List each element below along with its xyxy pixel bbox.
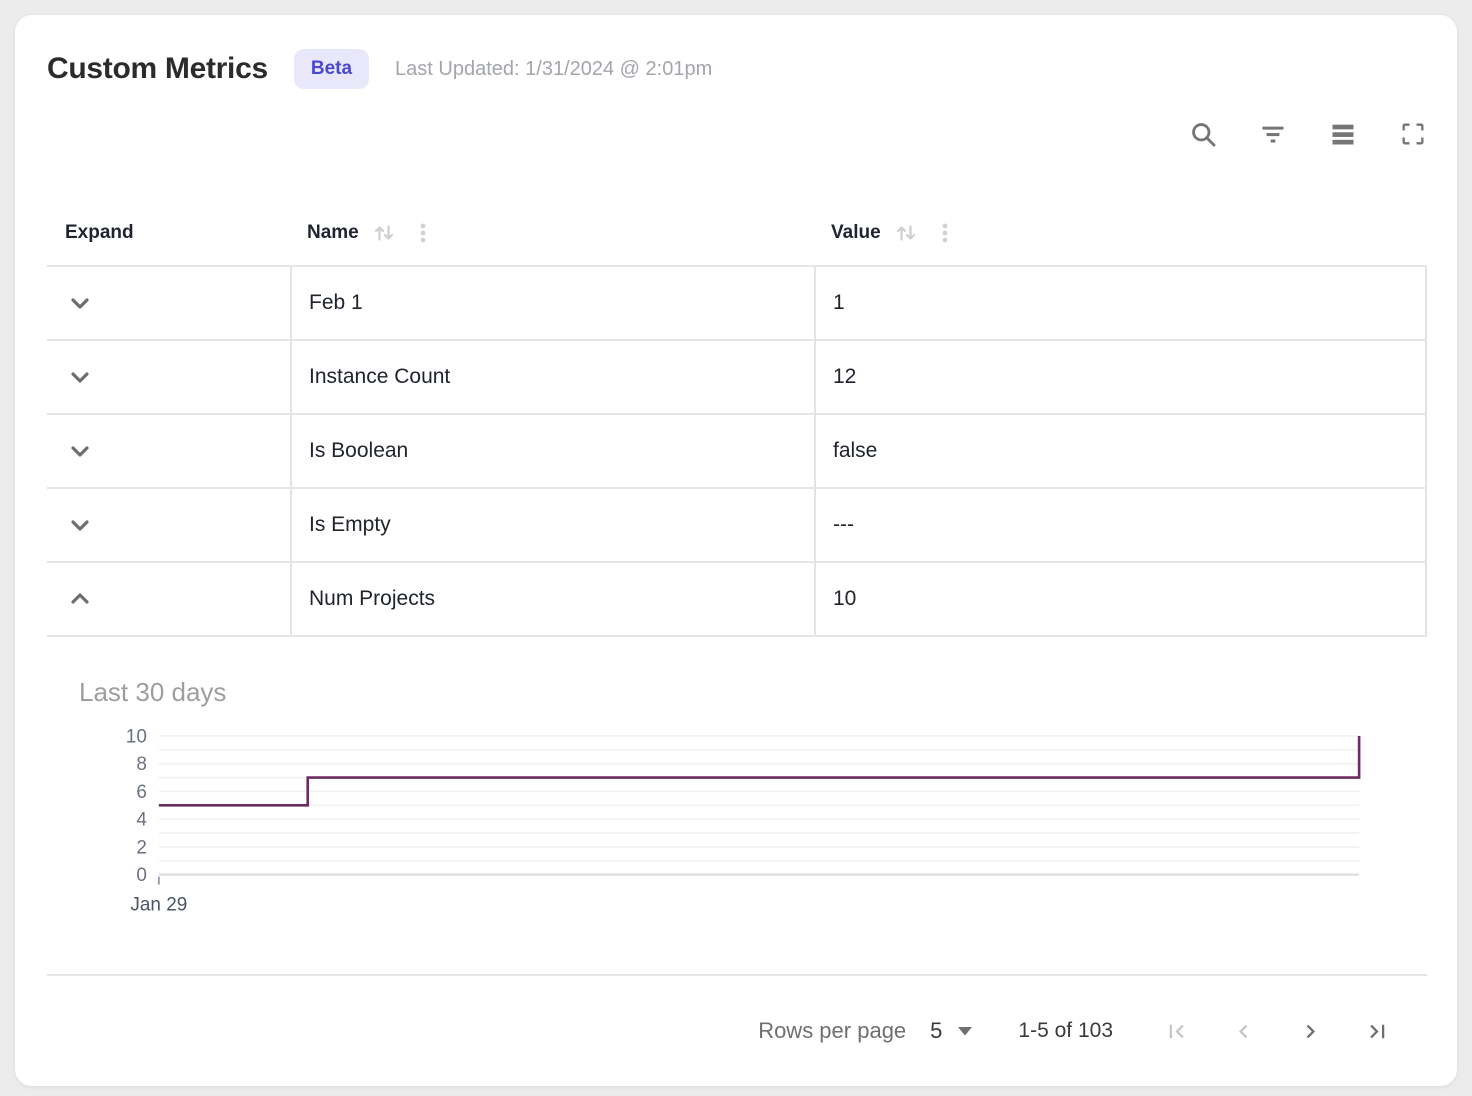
- previous-page-icon[interactable]: [1230, 1018, 1257, 1045]
- rows-per-page-value: 5: [930, 1018, 943, 1043]
- expand-cell: [47, 563, 290, 635]
- value-cell: ---: [814, 489, 1425, 561]
- table-row[interactable]: Is Empty ---: [47, 489, 1427, 563]
- last-page-icon[interactable]: [1364, 1018, 1391, 1045]
- column-menu-icon[interactable]: [935, 222, 955, 244]
- svg-text:0: 0: [136, 865, 147, 886]
- metric-chart: 0 2 4 6 8 10 Jan 29: [79, 728, 1427, 920]
- card-header: Custom Metrics Beta Last Updated: 1/31/2…: [47, 49, 1427, 89]
- chevron-down-icon[interactable]: [64, 435, 96, 467]
- pagination-controls: [1163, 1018, 1391, 1045]
- name-cell: Is Boolean: [290, 415, 814, 487]
- metrics-table: Expand Name Value: [47, 201, 1427, 966]
- table-footer: Rows per page 5 1-5 of 103: [47, 974, 1427, 1086]
- name-cell: Is Empty: [290, 489, 814, 561]
- custom-metrics-card: Custom Metrics Beta Last Updated: 1/31/2…: [14, 14, 1458, 1087]
- table-row[interactable]: Instance Count 12: [47, 341, 1427, 415]
- svg-text:4: 4: [136, 810, 147, 831]
- column-label: Expand: [65, 222, 134, 243]
- svg-text:8: 8: [136, 754, 147, 775]
- column-label: Name: [307, 222, 359, 243]
- metric-chart-svg: 0 2 4 6 8 10 Jan 29: [126, 728, 1361, 916]
- fullscreen-icon[interactable]: [1399, 120, 1427, 148]
- expand-cell: [47, 341, 290, 413]
- rows-per-page-label: Rows per page: [758, 1018, 907, 1043]
- name-cell: Feb 1: [290, 267, 814, 339]
- chevron-up-icon[interactable]: [64, 583, 96, 615]
- column-menu-icon[interactable]: [413, 222, 433, 244]
- page-title: Custom Metrics: [47, 52, 268, 85]
- value-cell: 10: [814, 563, 1425, 635]
- value-cell: 1: [814, 267, 1425, 339]
- table-row[interactable]: Is Boolean false: [47, 415, 1427, 489]
- value-cell: 12: [814, 341, 1425, 413]
- chevron-down-icon[interactable]: [64, 361, 96, 393]
- column-header-name[interactable]: Name: [290, 222, 814, 244]
- value-cell: false: [814, 415, 1425, 487]
- svg-text:6: 6: [136, 782, 147, 803]
- table-header-row: Expand Name Value: [47, 201, 1427, 267]
- name-cell: Num Projects: [290, 563, 814, 635]
- table-row[interactable]: Num Projects 10: [47, 563, 1427, 637]
- svg-text:2: 2: [136, 837, 147, 858]
- sort-icon[interactable]: [895, 222, 917, 244]
- chart-title: Last 30 days: [79, 677, 227, 707]
- next-page-icon[interactable]: [1297, 1018, 1324, 1045]
- svg-text:10: 10: [126, 728, 147, 747]
- chevron-down-icon[interactable]: [64, 287, 96, 319]
- search-icon[interactable]: [1189, 120, 1217, 148]
- column-header-value[interactable]: Value: [814, 222, 1427, 244]
- expand-cell: [47, 489, 290, 561]
- grid-toolbar: [47, 119, 1427, 149]
- expand-cell: [47, 415, 290, 487]
- expand-cell: [47, 267, 290, 339]
- column-header-expand: Expand: [47, 222, 290, 244]
- chevron-down-icon[interactable]: [64, 509, 96, 541]
- beta-badge: Beta: [293, 49, 370, 89]
- last-updated-text: Last Updated: 1/31/2024 @ 2:01pm: [395, 57, 713, 80]
- filter-icon[interactable]: [1259, 120, 1287, 148]
- row-detail-panel: Last 30 days 0 2 4 6 8 10 Jan 29: [47, 637, 1427, 966]
- density-icon[interactable]: [1329, 120, 1357, 148]
- sort-icon[interactable]: [373, 222, 395, 244]
- column-label: Value: [831, 222, 881, 243]
- first-page-icon[interactable]: [1163, 1018, 1190, 1045]
- table-row[interactable]: Feb 1 1: [47, 267, 1427, 341]
- svg-text:Jan 29: Jan 29: [130, 895, 187, 916]
- caret-down-icon: [958, 1026, 973, 1035]
- pagination-range-label: 1-5 of 103: [1018, 1019, 1113, 1042]
- rows-per-page-select[interactable]: 5: [930, 1018, 973, 1044]
- name-cell: Instance Count: [290, 341, 814, 413]
